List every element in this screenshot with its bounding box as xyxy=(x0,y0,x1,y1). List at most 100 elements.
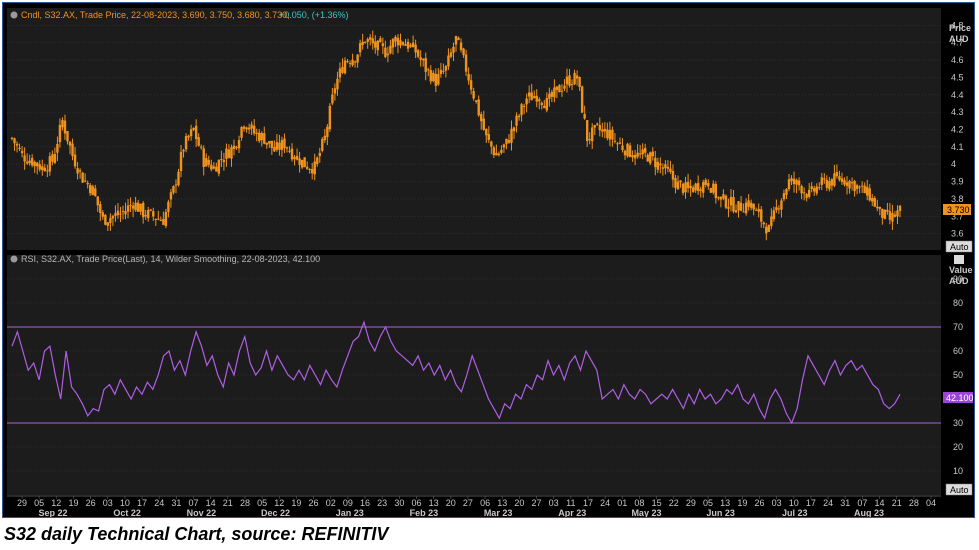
x-day-label: 26 xyxy=(754,498,764,508)
x-day-label: 08 xyxy=(634,498,644,508)
candle-body xyxy=(81,172,84,183)
price-legend-icon[interactable] xyxy=(10,11,18,19)
candle-body xyxy=(691,187,695,192)
x-day-label: 20 xyxy=(446,498,456,508)
candle-body xyxy=(406,41,410,49)
x-day-label: 13 xyxy=(497,498,507,508)
candle-body xyxy=(258,132,261,142)
price-tick-label: 4.4 xyxy=(951,90,964,100)
candle-body xyxy=(671,171,675,180)
candle-body xyxy=(109,217,112,224)
x-day-label: 31 xyxy=(171,498,181,508)
candle-body xyxy=(563,85,566,89)
x-month-label: Aug 23 xyxy=(854,508,884,517)
candle-body xyxy=(694,183,697,191)
price-auto-button[interactable] xyxy=(945,240,973,253)
candle-body xyxy=(757,208,760,212)
rsi-axis-unit: AUD xyxy=(949,276,969,286)
candle-body xyxy=(227,149,231,158)
candle-body xyxy=(717,197,720,199)
candle-body xyxy=(124,211,127,215)
candle-body xyxy=(485,128,488,136)
candle-body xyxy=(646,154,649,162)
candle-body xyxy=(616,143,619,145)
candle-body xyxy=(53,154,57,163)
candle-body xyxy=(550,91,554,97)
candle-body xyxy=(800,185,803,194)
candle-body xyxy=(333,88,337,94)
candle-body xyxy=(873,198,876,207)
candle-body xyxy=(311,169,314,174)
rsi-legend-icon[interactable] xyxy=(10,255,18,263)
candle-body xyxy=(89,185,92,194)
x-day-label: 05 xyxy=(34,498,44,508)
candle-body xyxy=(250,124,253,129)
candle-body xyxy=(893,214,897,217)
candle-body xyxy=(719,196,723,200)
candle-body xyxy=(626,143,629,157)
candle-body xyxy=(202,148,205,167)
candle-body xyxy=(858,186,861,188)
candle-body xyxy=(896,210,899,217)
rsi-tick-label: 60 xyxy=(953,346,963,356)
x-day-label: 17 xyxy=(806,498,816,508)
rsi-panel-background xyxy=(7,255,941,495)
candle-body xyxy=(177,171,180,186)
candle-body xyxy=(353,61,357,63)
candle-body xyxy=(724,195,728,208)
x-day-label: 23 xyxy=(377,498,387,508)
price-tick-label: 4 xyxy=(951,159,956,169)
candle-body xyxy=(477,99,480,116)
candle-body xyxy=(603,128,607,132)
candle-body xyxy=(212,166,216,169)
candle-body xyxy=(818,187,821,189)
candle-body xyxy=(99,204,102,214)
x-day-label: 27 xyxy=(532,498,542,508)
candle-body xyxy=(336,78,339,90)
candle-body xyxy=(611,129,614,140)
x-month-label: Sep 22 xyxy=(38,508,67,517)
candle-body xyxy=(835,171,839,177)
candle-body xyxy=(649,152,652,164)
candle-body xyxy=(747,200,750,207)
candle-body xyxy=(538,99,541,102)
candle-body xyxy=(379,38,382,43)
candle-body xyxy=(268,141,271,144)
candle-body xyxy=(775,207,778,211)
candle-body xyxy=(414,44,417,53)
x-day-label: 27 xyxy=(463,498,473,508)
candle-body xyxy=(260,132,263,141)
rsi-tick-label: 70 xyxy=(953,322,963,332)
price-tick-label: 3.6 xyxy=(951,229,964,239)
candle-body xyxy=(573,72,576,85)
price-tick-label: 3.7 xyxy=(951,211,964,221)
rsi-auto-button[interactable] xyxy=(945,483,973,496)
candle-body xyxy=(540,102,543,106)
candle-body xyxy=(558,85,561,93)
price-candles xyxy=(10,30,902,241)
x-day-label: 26 xyxy=(86,498,96,508)
rsi-scroll-icon[interactable] xyxy=(954,255,964,264)
candle-body xyxy=(474,100,478,102)
candle-body xyxy=(381,43,385,47)
candle-body xyxy=(490,141,493,147)
x-day-label: 30 xyxy=(394,498,404,508)
x-day-label: 03 xyxy=(103,498,113,508)
x-day-label: 15 xyxy=(652,498,662,508)
candle-body xyxy=(361,41,364,46)
candle-body xyxy=(288,150,291,152)
candle-body xyxy=(820,177,823,185)
candle-body xyxy=(43,167,46,172)
candle-body xyxy=(429,70,432,82)
candle-body xyxy=(608,129,612,140)
candle-body xyxy=(58,124,62,143)
candle-body xyxy=(432,72,435,82)
candle-body xyxy=(416,50,420,57)
candle-body xyxy=(303,157,306,168)
candle-body xyxy=(762,222,765,225)
candle-body xyxy=(187,135,190,138)
candle-body xyxy=(111,215,115,219)
candle-body xyxy=(469,80,473,90)
candle-body xyxy=(790,178,793,182)
candle-body xyxy=(442,70,445,72)
